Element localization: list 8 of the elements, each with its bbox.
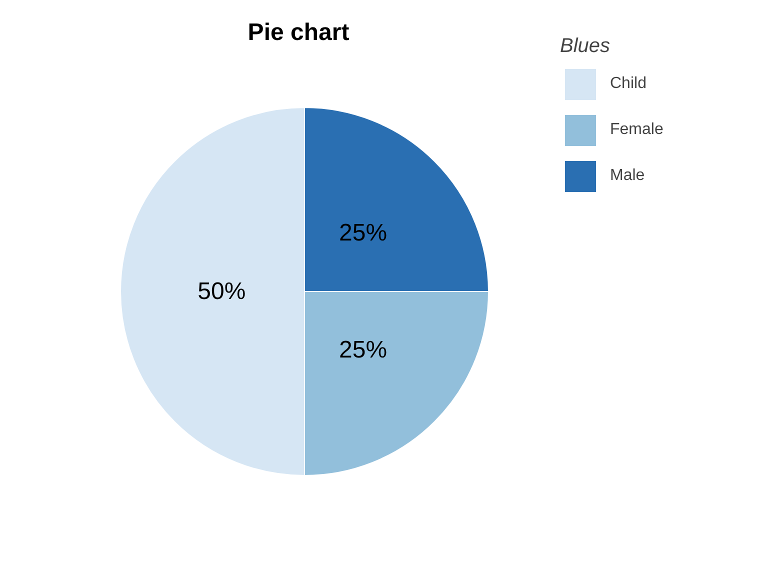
legend-title: Blues [560,35,612,58]
data-label: 25% [339,219,388,246]
data-label: 50% [198,278,246,305]
data-label: 25% [339,336,388,364]
legend-label: Child [610,75,646,93]
chart-title: Pie chart [248,19,350,46]
legend-label: Female [610,121,664,139]
legend-label: Male [610,167,645,185]
